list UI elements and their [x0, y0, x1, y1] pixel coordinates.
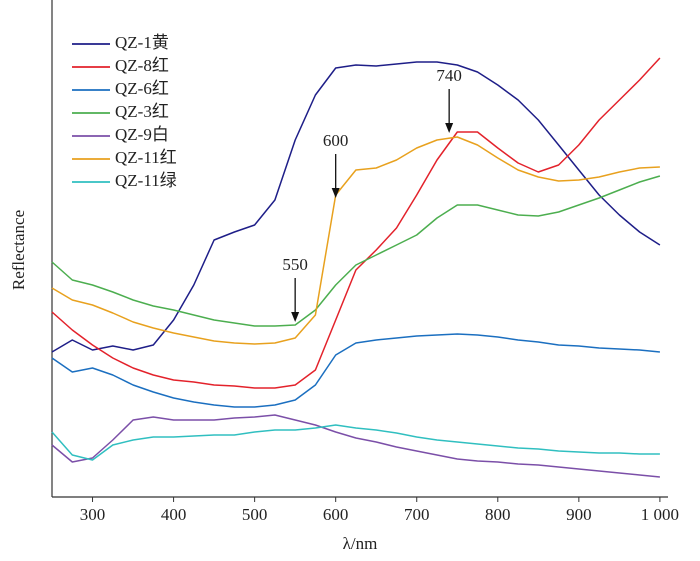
- series-line: [51, 175, 661, 327]
- annotation-arrowhead: [291, 312, 300, 322]
- legend-label: QZ-1黄: [115, 33, 169, 52]
- series-line: [51, 61, 661, 353]
- series-line: [51, 414, 660, 478]
- x-tick-label: 600: [323, 505, 349, 524]
- series-line: [51, 57, 661, 389]
- x-tick-label: 400: [161, 505, 187, 524]
- annotation-label: 550: [282, 255, 308, 274]
- annotation-label: 740: [436, 66, 462, 85]
- annotation-arrowhead: [445, 123, 454, 133]
- x-tick-label: 700: [404, 505, 430, 524]
- x-tick-label: 900: [566, 505, 592, 524]
- x-tick-label: 500: [242, 505, 268, 524]
- x-axis-label: λ/nm: [343, 534, 378, 553]
- x-tick-label: 300: [80, 505, 106, 524]
- series-line: [51, 424, 660, 461]
- x-tick-label: 1 000: [641, 505, 679, 524]
- series-line: [51, 136, 660, 345]
- x-tick-label: 800: [485, 505, 511, 524]
- legend-label: QZ-3红: [115, 102, 169, 121]
- legend-label: QZ-11绿: [115, 171, 177, 190]
- legend-label: QZ-9白: [115, 125, 169, 144]
- series-line: [51, 333, 660, 408]
- legend-label: QZ-8红: [115, 56, 169, 75]
- annotation-label: 600: [323, 131, 349, 150]
- y-axis-label: Reflectance: [9, 210, 28, 290]
- legend-label: QZ-11红: [115, 148, 177, 167]
- annotation-arrowhead: [331, 188, 340, 198]
- legend-label: QZ-6红: [115, 79, 169, 98]
